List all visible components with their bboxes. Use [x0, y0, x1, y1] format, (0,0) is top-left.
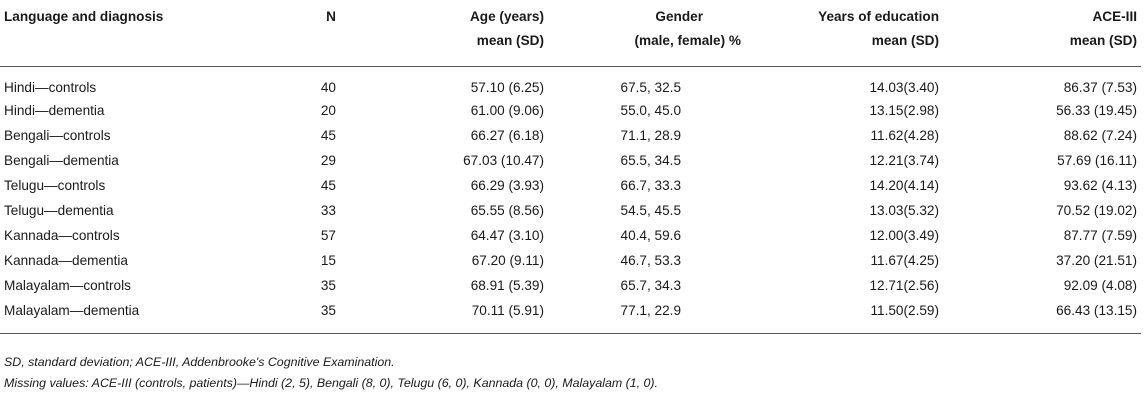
cell-age: 68.91 (5.39): [470, 277, 544, 293]
cell-n: 45: [320, 127, 336, 143]
footnote-abbreviations: SD, standard deviation; ACE-III, Addenbr…: [4, 355, 395, 369]
header-gender-sub: (male, female) %: [634, 33, 741, 48]
cell-age: 61.00 (9.06): [470, 102, 544, 118]
table-body: Hindi—controls 40 57.10 (6.25) 67.5, 32.5 14…: [0, 67, 1141, 333]
cell-ace: 37.20 (21.51): [1056, 252, 1137, 268]
cell-group: Bengali—dementia: [4, 152, 119, 168]
cell-n: 35: [320, 302, 336, 318]
cell-gender: 54.5, 45.5: [620, 202, 681, 218]
header-ace-sub: mean (SD): [1069, 33, 1137, 48]
cell-age: 70.11 (5.91): [471, 302, 544, 318]
cell-education: 11.50(2.59): [870, 302, 939, 318]
cell-education: 13.15(2.98): [869, 102, 939, 118]
cell-ace: 87.77 (7.59): [1063, 227, 1137, 243]
cell-group: Hindi—controls: [4, 80, 97, 95]
header-row-1: Language and diagnosis N Age (years) Gen…: [0, 0, 1141, 28]
demographics-table: Language and diagnosis N Age (years) Gen…: [0, 0, 1141, 333]
table-header: Language and diagnosis N Age (years) Gen…: [0, 0, 1141, 67]
header-age-sub: mean (SD): [476, 33, 544, 48]
demographics-table-container: Language and diagnosis N Age (years) Gen…: [0, 0, 1141, 333]
cell-n: 15: [320, 252, 336, 268]
cell-gender: 67.5, 32.5: [620, 80, 681, 95]
table-row: Telugu—dementia 33 65.55 (8.56) 54.5, 45.5 1…: [0, 203, 1141, 228]
cell-group: Kannada—controls: [4, 227, 120, 243]
cell-n: 33: [320, 202, 336, 218]
header-n: N: [326, 9, 336, 24]
cell-education: 11.67(4.25): [870, 252, 939, 268]
cell-n: 29: [320, 152, 336, 168]
cell-group: Malayalam—dementia: [4, 302, 140, 318]
cell-ace: 86.37 (7.53): [1063, 80, 1137, 95]
header-education-sub: mean (SD): [871, 33, 939, 48]
header-row-2: mean (SD) (male, female) % mean (SD) mea…: [0, 28, 1141, 67]
cell-gender: 55.0, 45.0: [620, 102, 681, 118]
cell-n: 35: [320, 277, 336, 293]
cell-group: Telugu—controls: [4, 177, 106, 193]
cell-ace: 88.62 (7.24): [1063, 127, 1137, 143]
cell-group: Kannada—dementia: [4, 252, 128, 268]
cell-n: 40: [320, 80, 336, 95]
header-n-sub: [190, 28, 350, 67]
cell-n: 20: [320, 102, 336, 118]
cell-gender: 46.7, 53.3: [620, 252, 681, 268]
cell-gender: 65.7, 34.3: [620, 277, 681, 293]
table-row: Malayalam—controls 35 68.91 (5.39) 65.7, 34…: [0, 278, 1141, 303]
cell-ace: 66.43 (13.15): [1056, 302, 1137, 318]
footnote-missing-values: Missing values: ACE-III (controls, patie…: [4, 376, 658, 390]
cell-ace: 70.52 (19.02): [1056, 202, 1137, 218]
cell-education: 11.62(4.28): [870, 127, 939, 143]
cell-education: 12.71(2.56): [869, 277, 939, 293]
cell-age: 67.20 (9.11): [471, 252, 544, 268]
cell-group: Malayalam—controls: [4, 277, 131, 293]
cell-education: 13.03(5.32): [869, 202, 939, 218]
cell-gender: 66.7, 33.3: [620, 177, 681, 193]
header-ace: ACE-III: [1092, 9, 1137, 24]
cell-gender: 65.5, 34.5: [620, 152, 681, 168]
cell-age: 65.55 (8.56): [470, 202, 544, 218]
header-education: Years of education: [818, 9, 939, 24]
header-language: Language and diagnosis: [4, 9, 164, 24]
cell-group: Bengali—controls: [4, 127, 111, 143]
cell-age: 66.27 (6.18): [470, 127, 544, 143]
cell-education: 12.21(3.74): [869, 152, 939, 168]
cell-age: 66.29 (3.93): [470, 177, 544, 193]
cell-ace: 92.09 (4.08): [1063, 277, 1137, 293]
table-row: Hindi—dementia 20 61.00 (9.06) 55.0, 45.0 13…: [0, 103, 1141, 128]
table-row: Hindi—controls 40 57.10 (6.25) 67.5, 32.5 14…: [0, 67, 1141, 103]
header-gender: Gender: [655, 9, 703, 24]
table-row: Malayalam—dementia 35 70.11 (5.91) 77.1, 22…: [0, 302, 1141, 333]
header-language-sub: [0, 28, 190, 67]
cell-age: 64.47 (3.10): [470, 227, 544, 243]
table-row: Kannada—dementia 15 67.20 (9.11) 46.7, 53.3…: [0, 253, 1141, 278]
cell-age: 57.10 (6.25): [470, 80, 544, 95]
table-row: Kannada—controls 57 64.47 (3.10) 40.4, 59.6…: [0, 228, 1141, 253]
header-age: Age (years): [469, 9, 544, 24]
cell-gender: 40.4, 59.6: [620, 227, 681, 243]
cell-ace: 56.33 (19.45): [1056, 102, 1137, 118]
cell-education: 14.20(4.14): [869, 177, 939, 193]
cell-n: 45: [320, 177, 336, 193]
table-row: Telugu—controls 45 66.29 (3.93) 66.7, 33.3 1…: [0, 178, 1141, 203]
table-footnotes: SD, standard deviation; ACE-III, Addenbr…: [4, 352, 658, 394]
cell-gender: 77.1, 22.9: [620, 302, 681, 318]
cell-age: 67.03 (10.47): [463, 152, 544, 168]
table-row: Bengali—dementia 29 67.03 (10.47) 65.5, 34.…: [0, 153, 1141, 178]
cell-group: Telugu—dementia: [4, 202, 114, 218]
cell-education: 12.00(3.49): [869, 227, 939, 243]
cell-group: Hindi—dementia: [4, 102, 105, 118]
table-row: Bengali—controls 45 66.27 (6.18) 71.1, 28.9…: [0, 128, 1141, 153]
cell-education: 14.03(3.40): [869, 80, 939, 95]
cell-ace: 57.69 (16.11): [1057, 152, 1137, 168]
cell-n: 57: [320, 227, 336, 243]
cell-ace: 93.62 (4.13): [1063, 177, 1137, 193]
cell-gender: 71.1, 28.9: [620, 127, 681, 143]
